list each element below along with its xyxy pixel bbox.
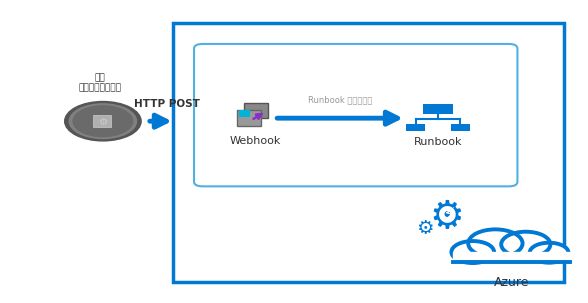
Circle shape bbox=[65, 102, 141, 141]
Circle shape bbox=[530, 243, 569, 263]
Text: Runbook: Runbook bbox=[414, 137, 462, 147]
Text: ⚙: ⚙ bbox=[99, 117, 109, 127]
Text: ⚙: ⚙ bbox=[416, 219, 433, 238]
FancyBboxPatch shape bbox=[238, 110, 262, 126]
FancyBboxPatch shape bbox=[173, 23, 564, 282]
Text: ⚙: ⚙ bbox=[429, 198, 465, 236]
FancyBboxPatch shape bbox=[245, 103, 269, 118]
Text: Webhook: Webhook bbox=[230, 136, 282, 146]
Circle shape bbox=[501, 232, 550, 257]
FancyBboxPatch shape bbox=[194, 44, 517, 186]
Text: Azure: Azure bbox=[494, 276, 529, 289]
FancyBboxPatch shape bbox=[92, 115, 111, 127]
Text: 外部
アプリケーション: 外部 アプリケーション bbox=[78, 73, 122, 92]
Circle shape bbox=[468, 229, 523, 257]
Bar bbox=[453, 252, 570, 262]
FancyBboxPatch shape bbox=[423, 104, 453, 114]
FancyBboxPatch shape bbox=[406, 124, 425, 131]
FancyBboxPatch shape bbox=[451, 124, 470, 131]
Text: ⚡: ⚡ bbox=[443, 207, 456, 225]
Circle shape bbox=[452, 241, 494, 263]
Text: Runbook を開始する: Runbook を開始する bbox=[308, 95, 372, 105]
Text: 自動化: 自動化 bbox=[468, 250, 490, 263]
Text: HTTP POST: HTTP POST bbox=[133, 99, 200, 109]
Circle shape bbox=[69, 104, 136, 138]
FancyBboxPatch shape bbox=[239, 110, 249, 117]
Circle shape bbox=[73, 106, 133, 137]
